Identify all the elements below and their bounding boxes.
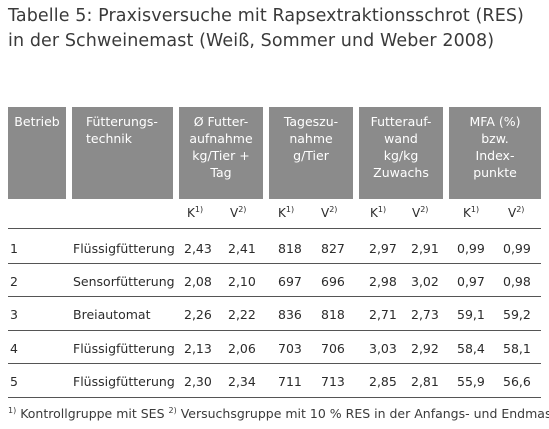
cell-value: 2,81 [411, 374, 439, 389]
cell-value: 711 [278, 374, 302, 389]
row-divider [8, 330, 541, 331]
subheader-k: K1) [278, 205, 295, 221]
cell-value: 56,6 [503, 374, 531, 389]
cell-value: 2,06 [228, 341, 256, 356]
cell-value: 2,34 [228, 374, 256, 389]
table-caption: Tabelle 5: Praxisversuche mit Rapsextrak… [8, 6, 524, 51]
cell-value: 2,85 [369, 374, 397, 389]
cell-value: 0,99 [457, 241, 485, 256]
cell-technik: Flüssigfütterung [73, 341, 175, 356]
header-fuetterungstechnik: Fütterungs-technik [72, 107, 173, 199]
cell-value: 2,91 [411, 241, 439, 256]
cell-betrieb: 5 [10, 374, 18, 389]
cell-value: 697 [278, 274, 302, 289]
cell-value: 2,43 [184, 241, 212, 256]
cell-value: 0,97 [457, 274, 485, 289]
cell-value: 58,1 [503, 341, 531, 356]
cell-betrieb: 2 [10, 274, 18, 289]
cell-value: 3,02 [411, 274, 439, 289]
cell-value: 827 [321, 241, 345, 256]
header-betrieb: Betrieb [8, 107, 66, 199]
row-divider [8, 263, 541, 264]
cell-value: 2,10 [228, 274, 256, 289]
cell-value: 2,98 [369, 274, 397, 289]
footnote: 1) Kontrollgruppe mit SES 2) Versuchsgru… [8, 405, 549, 421]
cell-value: 818 [321, 307, 345, 322]
cell-betrieb: 4 [10, 341, 18, 356]
header-mfa: MFA (%) bzw. Index-punkte [449, 107, 541, 199]
cell-value: 2,08 [184, 274, 212, 289]
cell-technik: Breiautomat [73, 307, 151, 322]
cell-value: 703 [278, 341, 302, 356]
cell-value: 58,4 [457, 341, 485, 356]
cell-value: 59,2 [503, 307, 531, 322]
cell-value: 2,97 [369, 241, 397, 256]
cell-value: 2,13 [184, 341, 212, 356]
cell-technik: Flüssigfütterung [73, 241, 175, 256]
subheader-v: V2) [508, 205, 525, 221]
cell-value: 2,26 [184, 307, 212, 322]
cell-value: 3,03 [369, 341, 397, 356]
cell-betrieb: 3 [10, 307, 18, 322]
subheader-v: V2) [412, 205, 429, 221]
cell-value: 2,73 [411, 307, 439, 322]
subheader-k: K1) [187, 205, 204, 221]
cell-value: 0,98 [503, 274, 531, 289]
cell-technik: Sensorfütterung [73, 274, 175, 289]
cell-value: 2,92 [411, 341, 439, 356]
subheader-v: V2) [230, 205, 247, 221]
header-futteraufwand: Futterauf-wand kg/kg Zuwachs [359, 107, 443, 199]
cell-value: 818 [278, 241, 302, 256]
row-divider [8, 363, 541, 364]
cell-value: 2,41 [228, 241, 256, 256]
header-tageszunahme: Tageszu-nahme g/Tier [269, 107, 353, 199]
cell-value: 0,99 [503, 241, 531, 256]
cell-technik: Flüssigfütterung [73, 374, 175, 389]
cell-value: 696 [321, 274, 345, 289]
cell-value: 55,9 [457, 374, 485, 389]
cell-betrieb: 1 [10, 241, 18, 256]
row-divider [8, 296, 541, 297]
cell-value: 706 [321, 341, 345, 356]
subheader-k: K1) [370, 205, 387, 221]
subheader-v: V2) [321, 205, 338, 221]
cell-value: 2,30 [184, 374, 212, 389]
cell-value: 713 [321, 374, 345, 389]
subheader-k: K1) [463, 205, 480, 221]
header-futteraufnahme: Ø Futter-aufnahme kg/Tier + Tag [179, 107, 263, 199]
cell-value: 59,1 [457, 307, 485, 322]
cell-value: 2,71 [369, 307, 397, 322]
cell-value: 2,22 [228, 307, 256, 322]
row-divider [8, 228, 541, 229]
cell-value: 836 [278, 307, 302, 322]
row-divider [8, 397, 541, 398]
